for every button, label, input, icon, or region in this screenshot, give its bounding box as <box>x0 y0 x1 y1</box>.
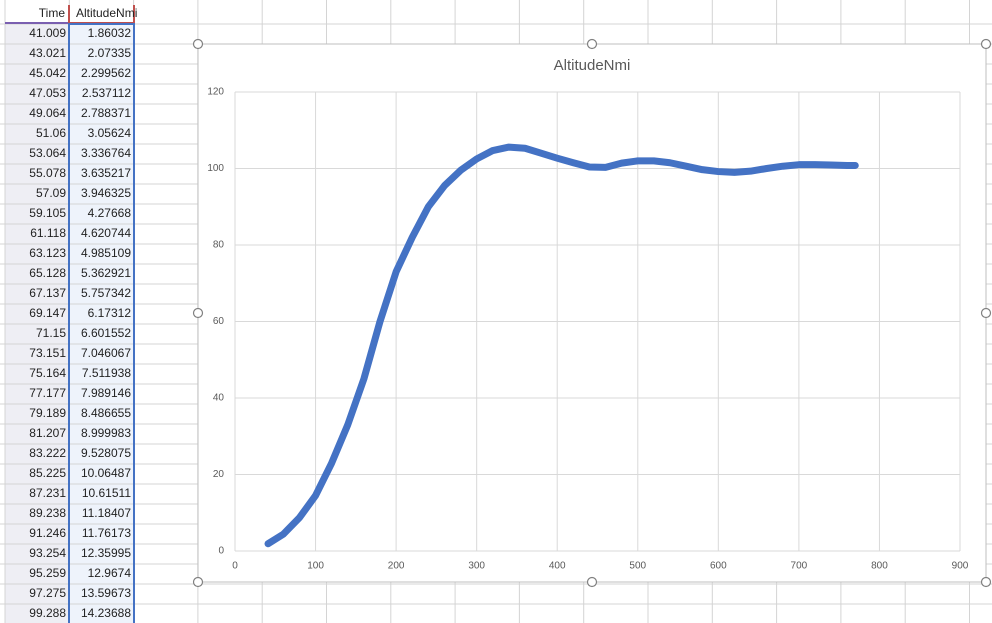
cell[interactable]: 1.86032 <box>88 26 132 40</box>
cell[interactable]: 97.275 <box>29 586 66 600</box>
cell[interactable]: 7.046067 <box>81 346 131 360</box>
cell[interactable]: 11.76173 <box>82 526 131 540</box>
resize-handle[interactable] <box>980 38 992 50</box>
cell[interactable]: 93.254 <box>29 546 66 560</box>
x-tick-label: 800 <box>871 561 888 572</box>
cell[interactable]: 3.05624 <box>88 126 132 140</box>
x-tick-label: 600 <box>710 561 727 572</box>
cell[interactable]: 7.511938 <box>82 366 131 380</box>
cell[interactable]: 83.222 <box>29 446 66 460</box>
cell[interactable]: 89.238 <box>29 506 66 520</box>
cell[interactable]: 6.601552 <box>81 326 131 340</box>
header-cell[interactable]: Time <box>39 6 66 20</box>
cell[interactable]: 55.078 <box>29 166 66 180</box>
y-tick-label: 60 <box>213 316 225 327</box>
x-tick-label: 300 <box>468 561 485 572</box>
cell[interactable]: 12.9674 <box>88 566 132 580</box>
cell[interactable]: 61.118 <box>30 226 66 240</box>
x-tick-label: 100 <box>307 561 324 572</box>
cell[interactable]: 5.362921 <box>81 266 131 280</box>
y-tick-label: 20 <box>213 469 225 480</box>
cell[interactable]: 2.788371 <box>81 106 131 120</box>
cell[interactable]: 4.27668 <box>88 206 132 220</box>
cell[interactable]: 85.225 <box>29 466 66 480</box>
cell[interactable]: 51.06 <box>36 126 66 140</box>
chart[interactable]: AltitudeNmi 0 20 40 60 80 100 120 0 100 200 300 400… <box>197 43 987 583</box>
resize-handle[interactable] <box>586 576 598 588</box>
resize-handle[interactable] <box>192 576 204 588</box>
cell[interactable]: 91.246 <box>29 526 66 540</box>
cell[interactable]: 73.151 <box>29 346 66 360</box>
cell[interactable]: 71.15 <box>36 326 66 340</box>
cell[interactable]: 2.299562 <box>81 66 131 80</box>
cell[interactable]: 65.128 <box>29 266 66 280</box>
cell[interactable]: 77.177 <box>29 386 66 400</box>
cell[interactable]: 87.231 <box>29 486 66 500</box>
x-tick-label: 200 <box>388 561 405 572</box>
cell[interactable]: 3.336764 <box>81 146 131 160</box>
x-tick-label: 700 <box>791 561 808 572</box>
cell[interactable]: 6.17312 <box>88 306 132 320</box>
cell[interactable]: 11.18407 <box>82 506 131 520</box>
cell[interactable]: 2.537112 <box>82 86 131 100</box>
cell[interactable]: 3.635217 <box>81 166 131 180</box>
cell[interactable]: 79.189 <box>29 406 66 420</box>
y-tick-label: 80 <box>213 240 225 251</box>
y-tick-label: 100 <box>207 163 224 174</box>
cell[interactable]: 47.053 <box>29 86 66 100</box>
cell[interactable]: 4.985109 <box>81 246 131 260</box>
cell[interactable]: 12.35995 <box>81 546 131 560</box>
x-tick-label: 500 <box>629 561 646 572</box>
chart-frame[interactable] <box>197 43 987 583</box>
x-tick-label: 900 <box>952 561 969 572</box>
cell[interactable]: 45.042 <box>29 66 66 80</box>
cell[interactable]: 13.59673 <box>81 586 131 600</box>
header-cell[interactable]: AltitudeNmi <box>76 6 137 20</box>
cell[interactable]: 8.999983 <box>81 426 131 440</box>
resize-handle[interactable] <box>586 38 598 50</box>
cell[interactable]: 41.009 <box>29 26 66 40</box>
cell[interactable]: 53.064 <box>29 146 66 160</box>
cell[interactable]: 8.486655 <box>81 406 131 420</box>
x-tick-label: 400 <box>549 561 566 572</box>
cell[interactable]: 69.147 <box>29 306 66 320</box>
cell[interactable]: 5.757342 <box>81 286 131 300</box>
resize-handles[interactable] <box>192 38 992 588</box>
cell[interactable]: 59.105 <box>29 206 66 220</box>
resize-handle[interactable] <box>980 307 992 319</box>
cell[interactable]: 95.259 <box>29 566 66 580</box>
x-tick-label: 0 <box>232 561 238 572</box>
chart-title: AltitudeNmi <box>554 57 631 74</box>
cell[interactable]: 99.288 <box>29 606 66 620</box>
cell[interactable]: 75.164 <box>29 366 66 380</box>
cell[interactable]: 9.528075 <box>81 446 131 460</box>
cell[interactable]: 10.61511 <box>82 486 131 500</box>
y-tick-label: 120 <box>207 87 224 98</box>
resize-handle[interactable] <box>192 307 204 319</box>
altitude-selection-border <box>68 23 135 623</box>
cell[interactable]: 43.021 <box>29 46 66 60</box>
cell[interactable]: 7.989146 <box>81 386 131 400</box>
cell[interactable]: 81.207 <box>29 426 66 440</box>
cell[interactable]: 4.620744 <box>81 226 131 240</box>
data-line[interactable] <box>264 143 859 548</box>
cell[interactable]: 67.137 <box>29 286 66 300</box>
cell[interactable]: 14.23688 <box>81 606 131 620</box>
resize-handle[interactable] <box>192 38 204 50</box>
y-tick-label: 0 <box>218 546 224 557</box>
y-tick-label: 40 <box>213 393 225 404</box>
cell[interactable]: 10.06487 <box>81 466 131 480</box>
cell[interactable]: 49.064 <box>29 106 66 120</box>
cell[interactable]: 57.09 <box>36 186 66 200</box>
cell[interactable]: 2.07335 <box>88 46 132 60</box>
cells: 41.009 1.86032 43.021 2.07335 45.042 2.299562… <box>29 26 131 620</box>
resize-handle[interactable] <box>980 576 992 588</box>
cell[interactable]: 3.946325 <box>81 186 131 200</box>
cell[interactable]: 63.123 <box>29 246 66 260</box>
